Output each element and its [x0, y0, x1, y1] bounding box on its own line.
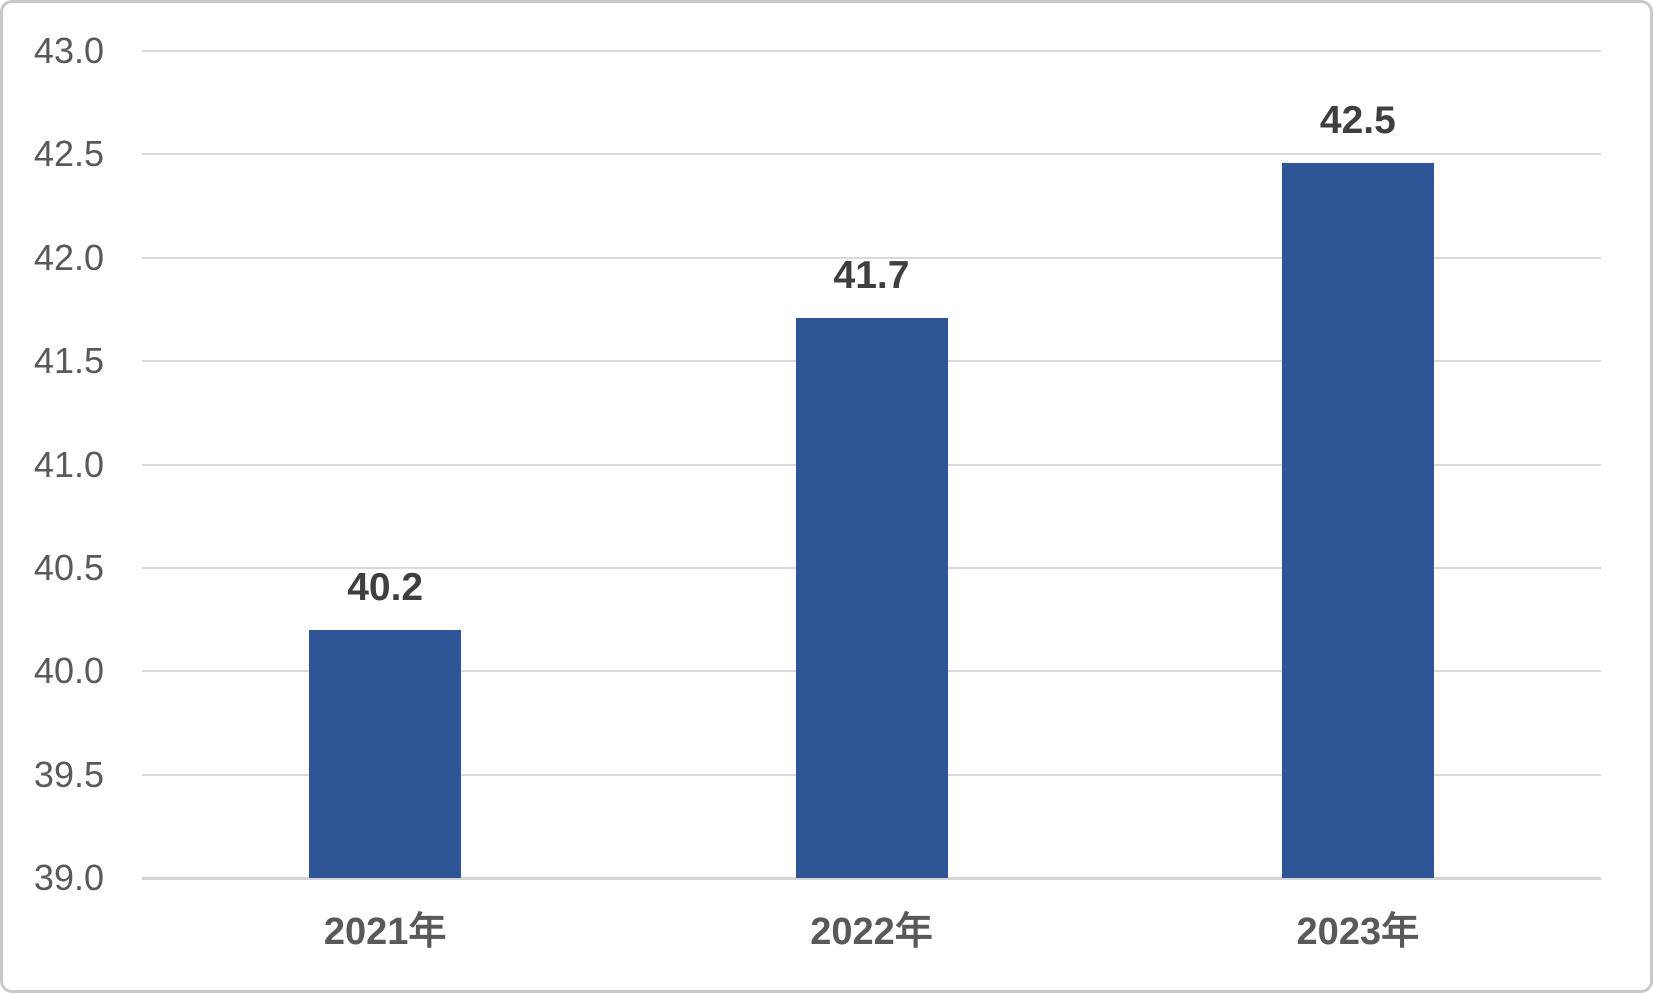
y-tick-label: 41.0: [33, 443, 104, 485]
x-tick-label-2023年: 2023年: [1296, 911, 1420, 953]
x-tick-label-2021年: 2021年: [323, 911, 447, 953]
y-tick-label: 39.5: [33, 753, 104, 795]
gridline-42.5: [142, 153, 1601, 156]
y-tick-label: 40.5: [33, 546, 104, 588]
data-label-2023年: 42.5: [1319, 98, 1396, 142]
bar-2021年: [309, 629, 462, 878]
data-label-2022年: 41.7: [833, 253, 910, 297]
y-tick-label: 39.0: [33, 857, 104, 898]
y-tick-label: 42.0: [33, 236, 104, 278]
x-tick-label-2022年: 2022年: [810, 911, 933, 953]
gridline-42.0: [142, 256, 1601, 259]
data-label-2021年: 40.2: [347, 565, 424, 609]
y-tick-label: 43.0: [33, 30, 104, 71]
bar-2022年: [795, 317, 948, 878]
y-tick-label: 42.5: [33, 133, 104, 175]
y-tick-label: 41.5: [33, 340, 104, 382]
x-axis-line: [142, 877, 1601, 880]
bar-2023年: [1281, 162, 1434, 878]
y-tick-label: 40.0: [33, 650, 104, 692]
gridline-43.0: [142, 50, 1601, 52]
